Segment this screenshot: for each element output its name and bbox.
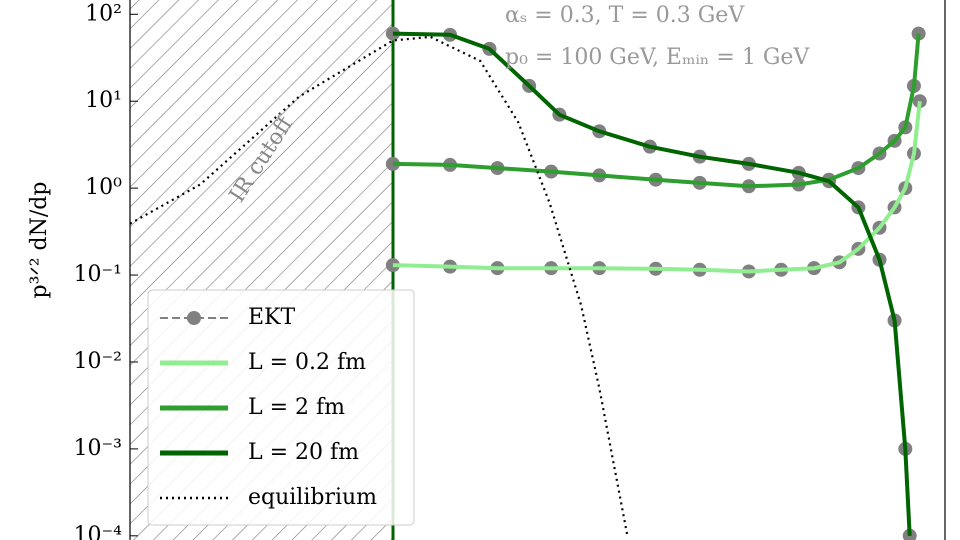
marker [385,156,400,171]
marker [385,26,400,41]
legend-label: L = 20 fm [248,440,359,465]
series-line [392,100,922,274]
y-tick-label: 10⁰ [85,175,122,200]
legend-label: EKT [248,305,295,330]
plot-frame [129,0,946,540]
annotation: p₀ = 100 GeV, Eₘᵢₙ = 1 GeV [505,45,810,70]
series-line [392,32,921,536]
annotation: αₛ = 0.3, T = 0.3 GeV [505,3,745,28]
legend: EKT L = 0.2 fm L = 2 fm L = 20 fm equilibriu… [147,289,415,526]
marker [911,26,926,41]
legend-label: L = 2 fm [248,395,345,420]
y-tick-label: 10⁻⁴ [74,523,123,540]
series-line [392,33,921,189]
y-tick-label: 10⁻² [74,349,122,374]
marker [385,258,400,273]
legend-box [147,289,415,526]
legend-label: L = 0.2 fm [248,350,366,375]
legend-label: equilibrium [248,485,377,510]
series-line [392,31,912,536]
y-tick-label: 10⁻³ [74,436,122,461]
y-tick-label: 10² [85,1,122,26]
curves [130,26,927,540]
y-tick-label: 10⁻¹ [74,262,122,287]
series-line [130,35,629,537]
legend-marker [187,311,201,325]
y-axis-label: p³ᐟ² dN/dp [27,182,52,299]
y-tick-label: 10¹ [85,88,122,113]
